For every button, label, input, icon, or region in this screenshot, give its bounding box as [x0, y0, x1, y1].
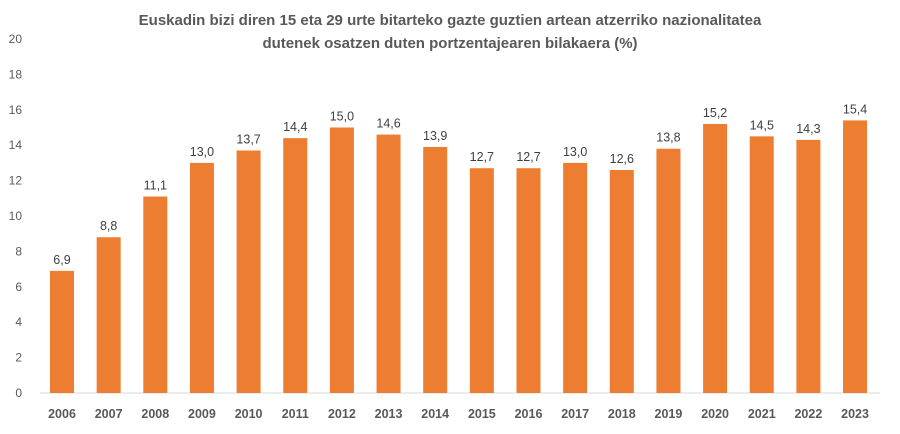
- bar-2017: [563, 162, 588, 393]
- bar-2012: [329, 127, 354, 393]
- data-label: 8,8: [100, 219, 117, 233]
- bar-2016: [516, 168, 541, 393]
- data-label: 15,4: [843, 102, 867, 116]
- bar-2019: [656, 148, 681, 393]
- x-tick-label: 2012: [328, 407, 356, 421]
- y-tick-label: 0: [15, 386, 22, 400]
- bar-2022: [796, 139, 821, 393]
- bar-2015: [469, 168, 494, 393]
- y-tick-label: 2: [15, 351, 22, 365]
- data-label: 6,9: [53, 253, 70, 267]
- data-label: 14,3: [796, 122, 820, 136]
- x-tick-label: 2008: [141, 407, 169, 421]
- chart-title-line2: dutenek osatzen duten portzentajearen bi…: [262, 35, 638, 52]
- data-label: 13,9: [423, 129, 447, 143]
- x-tick-label: 2015: [468, 407, 496, 421]
- y-tick-label: 16: [9, 103, 23, 117]
- y-tick-label: 14: [9, 138, 23, 152]
- x-tick-label: 2020: [701, 407, 729, 421]
- x-tick-label: 2011: [282, 407, 309, 421]
- data-label: 12,7: [470, 150, 494, 164]
- x-tick-label: 2013: [375, 407, 403, 421]
- data-label: 13,8: [656, 131, 680, 145]
- y-tick-label: 18: [9, 67, 23, 81]
- bar-2018: [609, 169, 634, 393]
- data-label: 13,0: [563, 145, 587, 159]
- data-label: 14,5: [750, 118, 774, 132]
- data-label: 11,1: [144, 179, 167, 193]
- bar-2011: [283, 138, 308, 393]
- bar-2009: [189, 162, 214, 393]
- y-tick-label: 10: [9, 209, 23, 223]
- x-tick-label: 2010: [235, 407, 263, 421]
- bar-2014: [423, 146, 448, 393]
- bar-2020: [703, 123, 728, 394]
- x-tick-label: 2023: [841, 407, 869, 421]
- x-tick-label: 2022: [794, 407, 822, 421]
- data-label: 12,7: [516, 150, 540, 164]
- data-label: 12,6: [610, 152, 634, 166]
- data-label: 15,0: [330, 110, 354, 124]
- y-tick-label: 6: [15, 280, 22, 294]
- data-label: 14,6: [376, 117, 400, 131]
- x-tick-label: 2019: [655, 407, 683, 421]
- y-tick-label: 4: [15, 315, 22, 329]
- chart-title-line1: Euskadin bizi diren 15 eta 29 urte bitar…: [138, 12, 762, 29]
- data-label: 13,0: [190, 145, 214, 159]
- x-tick-label: 2014: [421, 407, 449, 421]
- bar-2013: [376, 134, 401, 393]
- bar-2021: [749, 136, 774, 393]
- data-label: 14,4: [283, 120, 307, 134]
- x-tick-label: 2021: [748, 407, 776, 421]
- x-tick-label: 2017: [561, 407, 589, 421]
- y-tick-label: 12: [9, 174, 23, 188]
- x-tick-label: 2016: [515, 407, 543, 421]
- bar-2006: [50, 270, 74, 393]
- y-tick-label: 8: [15, 244, 22, 258]
- x-tick-label: 2007: [95, 407, 123, 421]
- bar-2008: [143, 196, 168, 393]
- x-tick-label: 2009: [188, 407, 216, 421]
- data-label: 15,2: [703, 106, 727, 120]
- y-tick-label: 20: [9, 32, 23, 46]
- x-tick-label: 2006: [48, 407, 76, 421]
- bar-2010: [236, 150, 261, 393]
- bar-2007: [96, 237, 121, 393]
- bar-2023: [843, 120, 868, 394]
- x-tick-label: 2018: [608, 407, 636, 421]
- data-label: 13,7: [236, 133, 260, 147]
